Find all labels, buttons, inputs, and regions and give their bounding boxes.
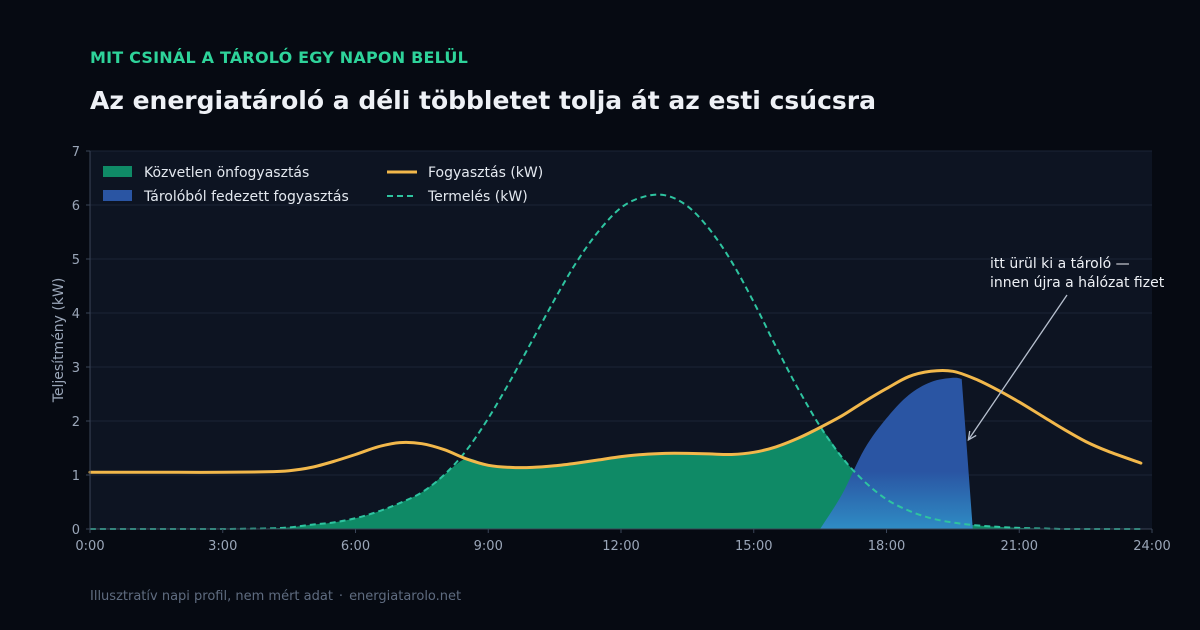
x-tick-label: 24:00 bbox=[1133, 539, 1170, 554]
x-tick-label: 12:00 bbox=[602, 539, 639, 554]
x-tick-label: 3:00 bbox=[208, 539, 237, 554]
footer-site: energiatarolo.net bbox=[349, 589, 462, 604]
legend-swatch-direct bbox=[103, 166, 132, 177]
annotation-arrowhead bbox=[967, 430, 977, 442]
x-tick-label: 0:00 bbox=[75, 539, 104, 554]
line-production bbox=[90, 193, 1141, 531]
y-tick-label: 0 bbox=[72, 523, 80, 538]
y-tick-label: 1 bbox=[72, 469, 80, 484]
y-tick-label: 7 bbox=[72, 145, 80, 160]
footer-note: Illusztratív napi profil, nem mért adat bbox=[90, 589, 333, 604]
legend-label-consumption: Fogyasztás (kW) bbox=[428, 165, 543, 181]
x-tick-label: 9:00 bbox=[474, 539, 503, 554]
footer: Illusztratív napi profil, nem mért adat ·… bbox=[90, 589, 461, 604]
y-tick-label: 6 bbox=[72, 199, 80, 214]
chart-title: Az energiatároló a déli többletet tolja … bbox=[90, 86, 876, 115]
x-tick-label: 6:00 bbox=[341, 539, 370, 554]
legend-label-direct: Közvetlen önfogyasztás bbox=[144, 165, 309, 181]
annotation-arrow bbox=[967, 294, 1068, 441]
legend-label-battery: Tárolóból fedezett fogyasztás bbox=[143, 189, 349, 205]
legend-label-production: Termelés (kW) bbox=[427, 189, 528, 205]
grid-lines bbox=[90, 150, 1152, 476]
footer-separator: · bbox=[338, 589, 344, 604]
y-tick-label: 4 bbox=[72, 307, 80, 322]
annotation: itt ürül ki a tároló — innen újra a háló… bbox=[967, 256, 1165, 442]
annotation-line-1: itt ürül ki a tároló — bbox=[990, 256, 1130, 272]
y-tick-label: 5 bbox=[72, 253, 80, 268]
legend-swatch-battery bbox=[103, 190, 132, 201]
legend: Közvetlen önfogyasztás Tárolóból fedezet… bbox=[103, 165, 543, 205]
chart-kicker: MIT CSINÁL A TÁROLÓ EGY NAPON BELÜL bbox=[90, 48, 469, 67]
x-tick-label: 21:00 bbox=[1001, 539, 1038, 554]
y-tick-label: 3 bbox=[72, 361, 80, 376]
tick-labels: 0:00 3:00 6:00 9:00 12:00 15:00 18:00 21:00 24:0… bbox=[72, 145, 1171, 554]
area-battery-supplied bbox=[820, 377, 973, 529]
x-tick-label: 18:00 bbox=[868, 539, 905, 554]
y-tick-label: 2 bbox=[72, 415, 80, 430]
x-tick-label: 15:00 bbox=[735, 539, 772, 554]
line-consumption bbox=[88, 369, 1143, 474]
y-axis-label: Teljesítmény (kW) bbox=[51, 278, 67, 404]
annotation-line-2: innen újra a hálózat fizet bbox=[990, 275, 1165, 291]
